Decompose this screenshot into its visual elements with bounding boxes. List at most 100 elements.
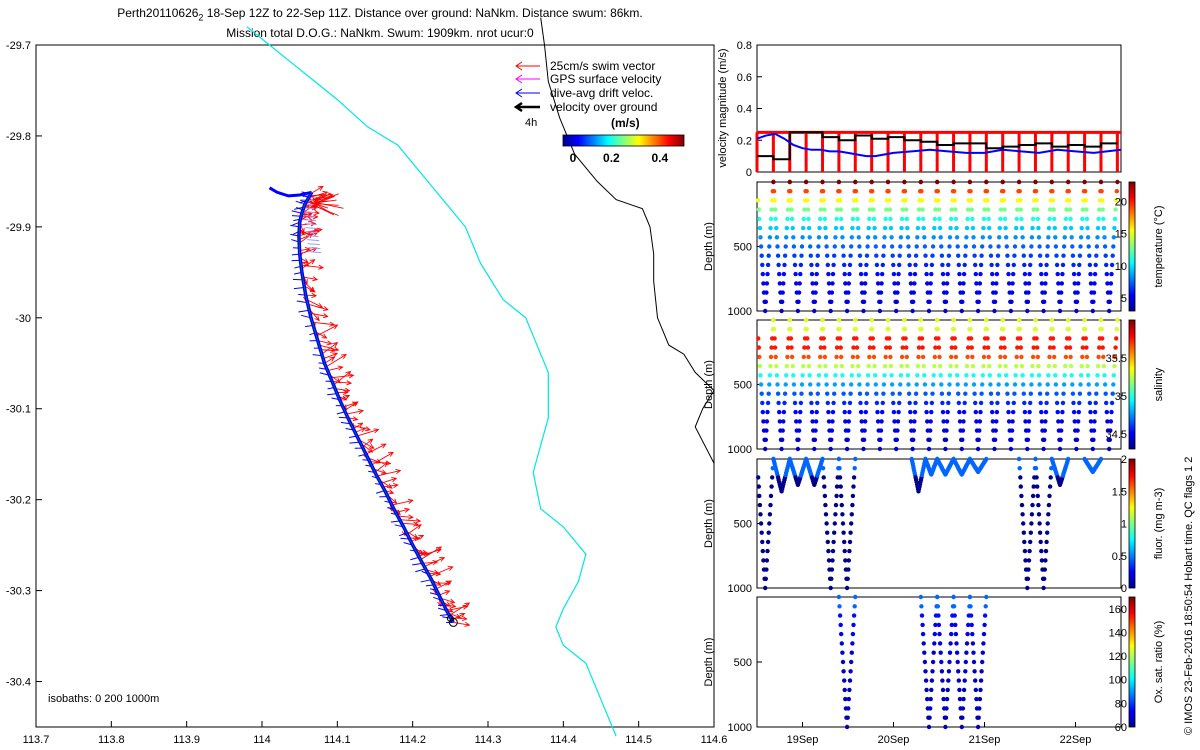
temperature-point: [773, 216, 778, 222]
salinity-point: [968, 336, 974, 341]
temperature-point: [937, 216, 942, 222]
salinity-point: [829, 428, 835, 433]
temperature-point: [1082, 179, 1087, 185]
swim-vector-head: [421, 549, 428, 555]
salinity-point: [1054, 400, 1060, 406]
salinity-point: [913, 400, 918, 406]
salinity-point: [840, 382, 846, 387]
fluorescence-point: [1098, 456, 1104, 462]
fluorescence-point: [838, 484, 843, 489]
salinity-point: [996, 382, 1001, 387]
salinity-point: [988, 382, 993, 387]
salinity-point: [1086, 382, 1091, 387]
temperature-point: [1029, 244, 1034, 249]
salinity-point: [1043, 409, 1049, 415]
salinity-point: [906, 382, 911, 387]
salinity-point: [1019, 363, 1025, 369]
salinity-point: [911, 428, 916, 433]
salinity-point: [1070, 391, 1076, 396]
oxygen-colorbar-tick: 100: [1109, 675, 1127, 687]
figure-title: Perth201106262 18-Sep 12Z to 22-Sep 11Z.…: [0, 5, 760, 41]
oxygen-point: [836, 594, 842, 600]
salinity-point: [847, 409, 852, 415]
temperature-point: [881, 244, 887, 249]
fluorescence-point: [757, 502, 763, 508]
salinity-point: [897, 400, 902, 406]
salinity-point: [997, 373, 1002, 378]
temperature-point: [941, 281, 946, 286]
fluorescence-point: [758, 512, 763, 517]
fluorescence-point: [830, 548, 836, 554]
salinity-point: [928, 428, 933, 433]
temperature-point: [812, 308, 817, 314]
temperature-point: [823, 225, 828, 231]
temperature-point: [914, 244, 919, 249]
salinity-point: [801, 354, 806, 360]
temperature-point: [1013, 235, 1018, 240]
oxygen-point: [974, 696, 979, 702]
salinity-point: [944, 419, 950, 424]
temperature-point: [1015, 207, 1020, 212]
temperature-point: [1034, 198, 1039, 203]
temperature-colorbar-tick: 10: [1115, 261, 1127, 273]
oxygen-point: [970, 631, 975, 637]
salinity-point: [1061, 391, 1066, 396]
fluorescence-point: [1020, 512, 1025, 517]
salinity-point: [948, 363, 953, 369]
salinity-point: [1112, 363, 1117, 369]
map-x-tick-label: 114.6: [701, 734, 728, 746]
fluorescence-point: [1025, 576, 1031, 581]
temperature-point: [785, 216, 790, 222]
map-y-tick-label: -29.7: [6, 40, 31, 52]
salinity-point: [861, 437, 867, 442]
temperature-point: [836, 179, 842, 185]
temperature-point: [846, 281, 851, 286]
map-panel: 113.7 113.8 113.9 114 114.1 114.2 114.3 114.4 11…: [6, 17, 728, 746]
swim-vector: [324, 356, 335, 364]
salinity-point: [1101, 354, 1106, 360]
salinity-point: [1005, 400, 1011, 406]
salinity-point: [910, 446, 915, 452]
swim-vector-head: [388, 489, 395, 495]
salinity-point: [998, 345, 1004, 350]
temperature-point: [878, 299, 883, 304]
fluorescence-colorbar-label: fluor. (mg m-3): [1153, 488, 1165, 560]
temperature-point: [782, 262, 787, 268]
salinity-point: [832, 391, 837, 396]
salinity-point: [823, 373, 829, 378]
map-x-tick-label: 114: [253, 734, 271, 746]
temperature-point: [832, 253, 837, 258]
temperature-point: [1108, 281, 1114, 286]
swim-vector-head: [445, 580, 451, 586]
temperature-point: [899, 216, 905, 222]
oxygen-point: [943, 715, 949, 720]
temperature-point: [1030, 225, 1035, 231]
salinity-point: [960, 428, 966, 433]
swim-vector-head: [332, 324, 339, 330]
temperature-point: [1050, 198, 1056, 203]
salinity-point: [764, 419, 770, 424]
salinity-point: [1027, 409, 1032, 415]
swim-vector-head: [412, 521, 419, 527]
temperature-point: [902, 189, 908, 194]
temperature-point: [1100, 198, 1105, 203]
swim-vector-head: [418, 535, 425, 540]
salinity-point: [1047, 345, 1053, 350]
oxygen-point: [847, 678, 853, 683]
temperature-point: [949, 207, 954, 212]
temperature-point: [1103, 253, 1108, 258]
swim-vector: [432, 582, 450, 584]
temperature-point: [960, 290, 966, 295]
temperature-point: [756, 207, 761, 212]
salinity-point: [1111, 373, 1117, 378]
temperature-point: [886, 189, 891, 194]
oxygen-point: [846, 706, 851, 711]
salinity-point: [994, 419, 999, 424]
temperature-point: [1108, 290, 1113, 295]
fluorescence-point: [1039, 558, 1045, 563]
temperature-point: [1036, 235, 1042, 240]
temperature-point: [1068, 225, 1074, 231]
salinity-point: [842, 409, 847, 415]
fluorescence-point: [769, 484, 774, 489]
